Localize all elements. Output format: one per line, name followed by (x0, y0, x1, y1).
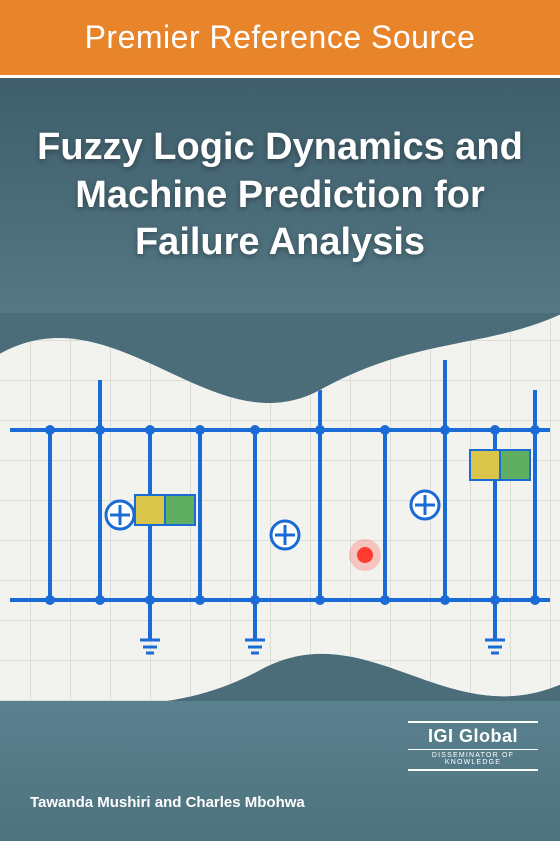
publisher-tagline: DISSEMINATOR OF KNOWLEDGE (408, 750, 538, 771)
publisher-name: IGI Global (408, 721, 538, 750)
book-cover: Premier Reference Source Fuzzy Logic Dyn… (0, 0, 560, 841)
cover-illustration (0, 300, 560, 740)
publisher-badge: IGI Global DISSEMINATOR OF KNOWLEDGE (408, 721, 538, 771)
authors-text: Tawanda Mushiri and Charles Mbohwa (30, 794, 305, 811)
series-banner: Premier Reference Source (0, 0, 560, 78)
title-area: Fuzzy Logic Dynamics and Machine Predict… (0, 78, 560, 313)
book-title: Fuzzy Logic Dynamics and Machine Predict… (30, 124, 530, 267)
series-label: Premier Reference Source (85, 19, 476, 56)
